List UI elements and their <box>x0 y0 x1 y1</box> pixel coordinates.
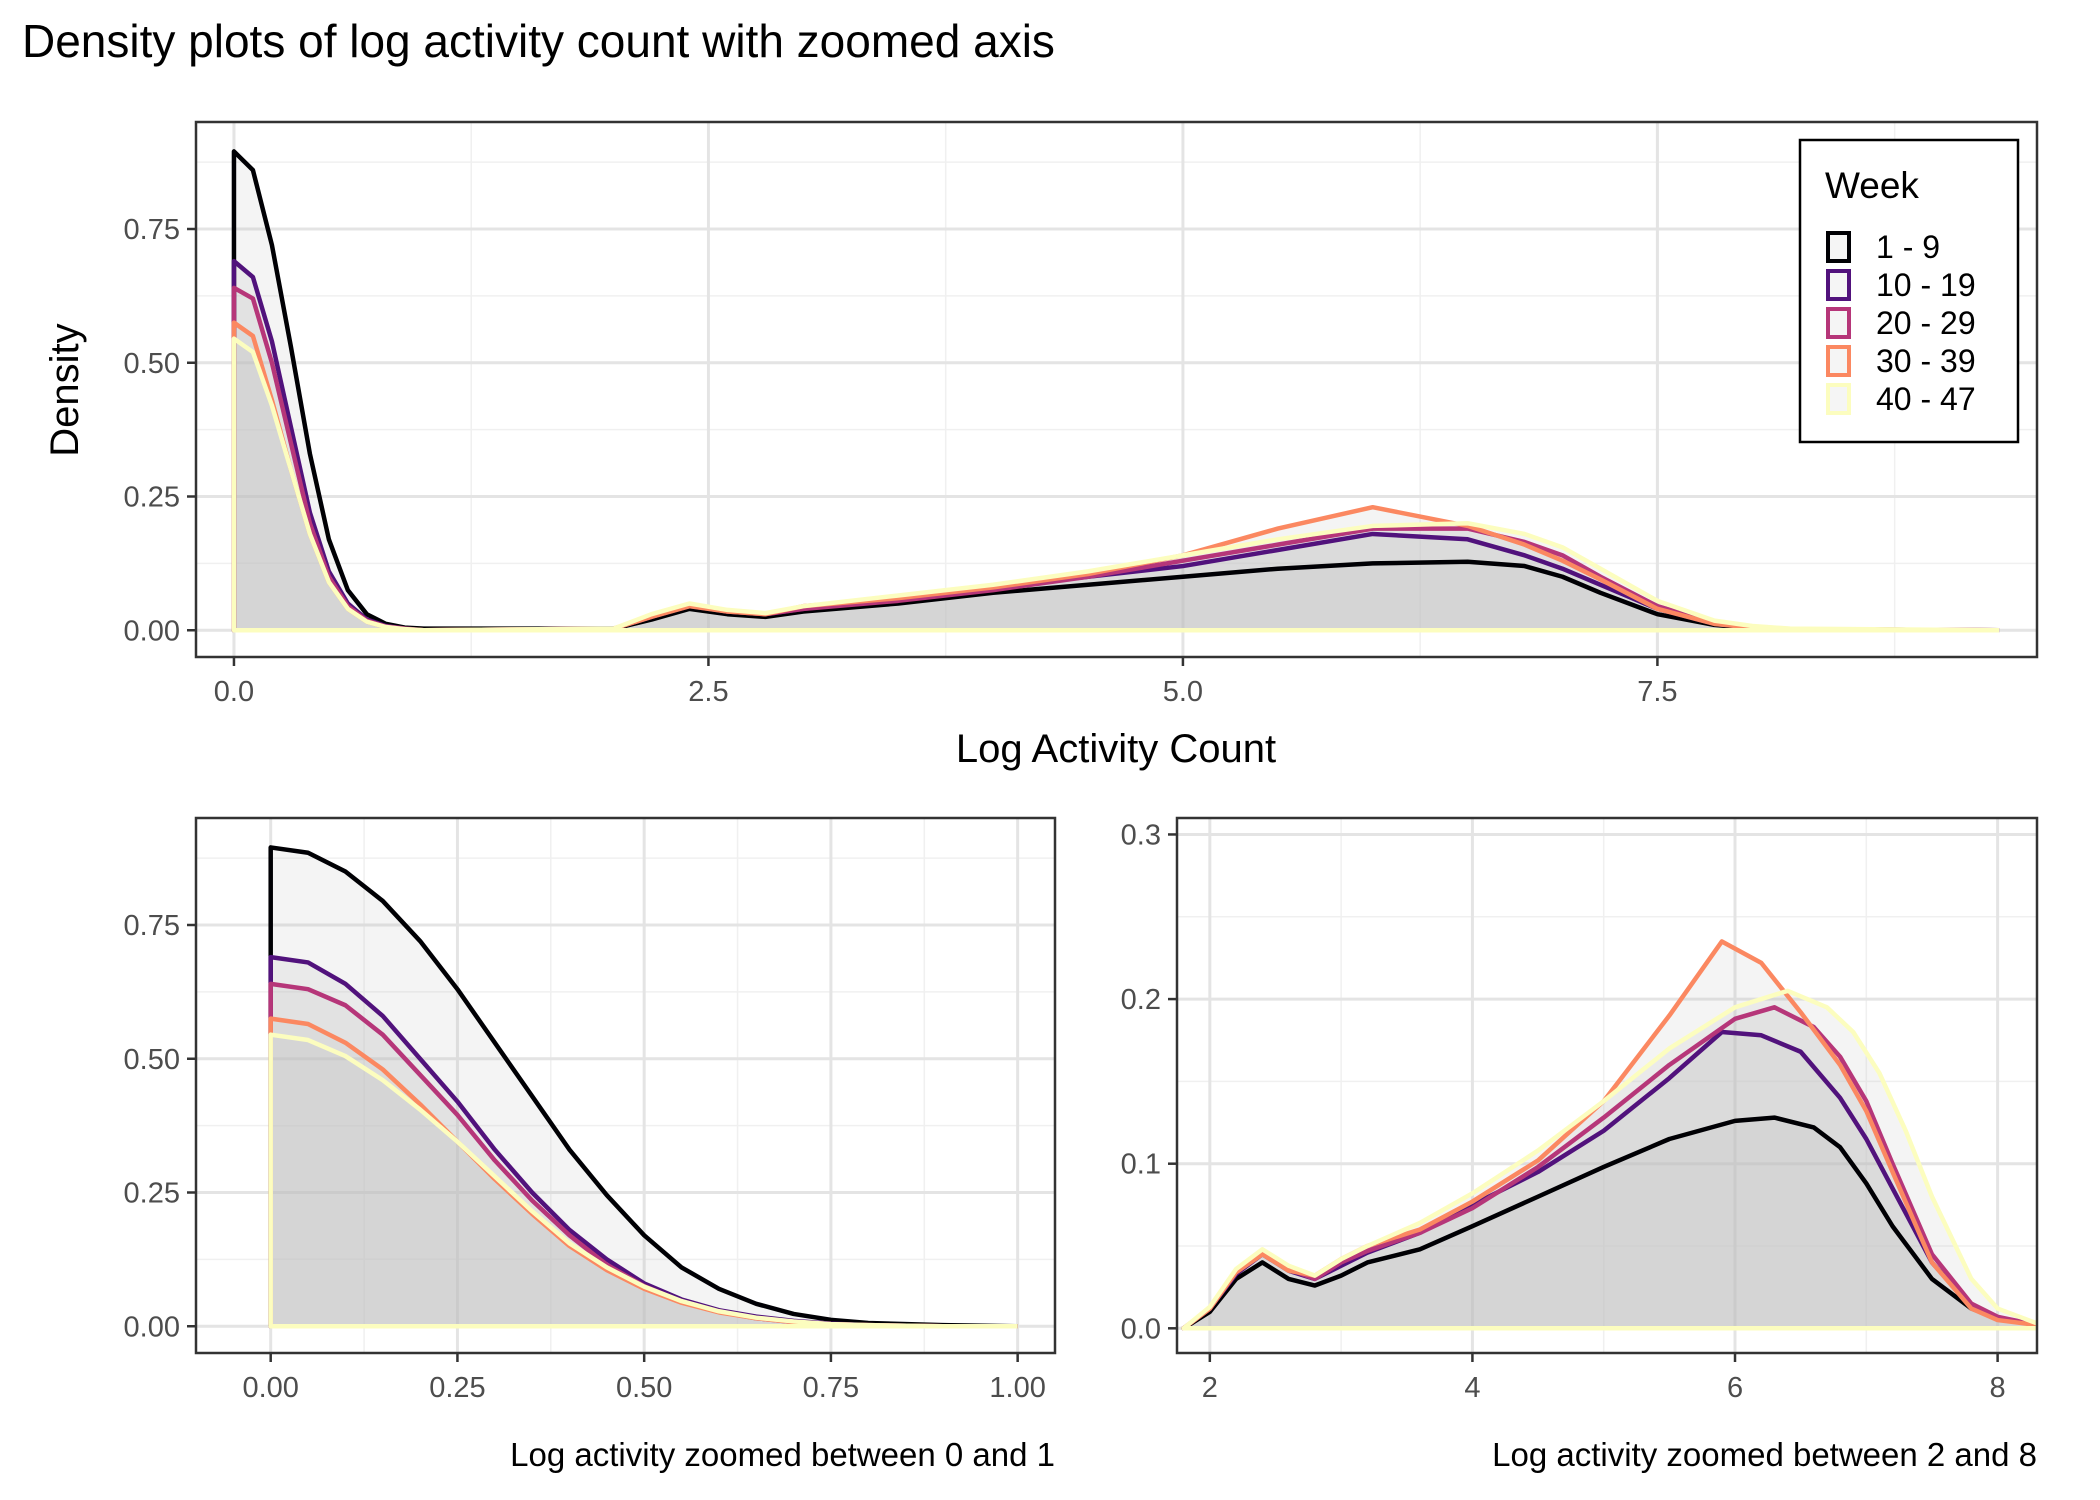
plot-background <box>196 818 1055 1353</box>
y-tick-label: 0.0 <box>1121 1313 1161 1345</box>
x-tick-label: 6 <box>1727 1372 1743 1404</box>
density-fill-1-9 <box>270 847 1018 1327</box>
density-fill-30-39 <box>1183 941 2037 1329</box>
x-tick-label: 0.75 <box>803 1372 859 1404</box>
density-line-1-9 <box>231 149 2000 633</box>
legend-label-40-47: 40 - 47 <box>1876 381 1976 417</box>
density-fill-20-29 <box>270 983 1018 1327</box>
density-line-40-47 <box>268 1032 1018 1329</box>
x-tick-label: 0.50 <box>616 1372 672 1404</box>
y-tick-label: 0.3 <box>1121 819 1161 851</box>
x-tick-label: 0.25 <box>429 1372 485 1404</box>
density-line-40-47 <box>1181 988 2038 1331</box>
density-line-1-9 <box>1181 1115 2038 1331</box>
legend-label-1-9: 1 - 9 <box>1876 229 1940 265</box>
y-tick-label: 0.50 <box>124 348 180 380</box>
x-tick-label: 0.00 <box>242 1372 298 1404</box>
density-fill-40-47 <box>270 1034 1018 1327</box>
x-tick-label: 2 <box>1202 1372 1218 1404</box>
legend-key-1-9 <box>1826 231 1851 263</box>
x-tick-label: 1.00 <box>989 1372 1045 1404</box>
legend-label-20-29: 20 - 29 <box>1876 305 1976 341</box>
legend-key-40-47 <box>1826 383 1851 415</box>
x-axis-label: Log activity zoomed between 2 and 8 <box>1492 1436 2037 1473</box>
y-tick-label: 0.25 <box>124 482 180 514</box>
legend-key-20-29 <box>1826 307 1851 339</box>
x-axis-label: Log activity zoomed between 0 and 1 <box>510 1436 1055 1473</box>
density-line-30-39 <box>1181 939 2038 1331</box>
panel-border <box>1175 816 2039 1355</box>
y-tick-label: 0.75 <box>124 214 180 246</box>
x-tick-label: 8 <box>1990 1372 2006 1404</box>
panel-bottom-right: 2 4 6 8 0.0 0.1 0.2 0.3 Log activity zoomed betw… <box>1121 816 2039 1473</box>
y-tick-label: 0.25 <box>124 1178 180 1210</box>
y-tick-label: 0.00 <box>124 615 180 647</box>
panel-border <box>194 120 2039 659</box>
panel-top: 0.0 2.5 5.0 7.5 0.00 0.25 0.50 0.75 Log Activity… <box>43 120 2039 771</box>
x-tick-label: 7.5 <box>1637 676 1677 708</box>
legend-key-30-39 <box>1826 345 1851 377</box>
legend-key-10-19 <box>1826 269 1851 301</box>
x-tick-label: 2.5 <box>688 676 728 708</box>
legend-label-30-39: 30 - 39 <box>1876 343 1976 379</box>
chart-title: Density plots of log activity count with… <box>22 15 1055 67</box>
x-tick-label: 4 <box>1464 1372 1480 1404</box>
density-fill-30-39 <box>270 1018 1018 1327</box>
x-tick-label: 0.0 <box>214 676 254 708</box>
density-line-1-9 <box>268 845 1018 1329</box>
x-axis-label: Log Activity Count <box>956 727 1276 771</box>
density-fill-20-29 <box>1183 1007 2037 1329</box>
legend-title: Week <box>1825 165 1919 206</box>
y-tick-label: 0.50 <box>124 1044 180 1076</box>
y-tick-label: 0.75 <box>124 910 180 942</box>
y-tick-label: 0.00 <box>124 1311 180 1343</box>
panel-bottom-left: 0.00 0.25 0.50 0.75 1.00 0.00 0.25 0.50 0.75 Log … <box>124 816 1057 1473</box>
y-tick-label: 0.1 <box>1121 1149 1161 1181</box>
density-fill-1-9 <box>1183 1117 2037 1329</box>
plot-background <box>1177 818 2037 1353</box>
y-tick-label: 0.2 <box>1121 984 1161 1016</box>
density-line-40-47 <box>231 336 2000 633</box>
x-tick-label: 5.0 <box>1163 676 1203 708</box>
legend-label-10-19: 10 - 19 <box>1876 267 1976 303</box>
density-fill-10-19 <box>270 957 1018 1327</box>
panel-border <box>194 816 1057 1355</box>
y-axis-label: Density <box>43 323 87 456</box>
